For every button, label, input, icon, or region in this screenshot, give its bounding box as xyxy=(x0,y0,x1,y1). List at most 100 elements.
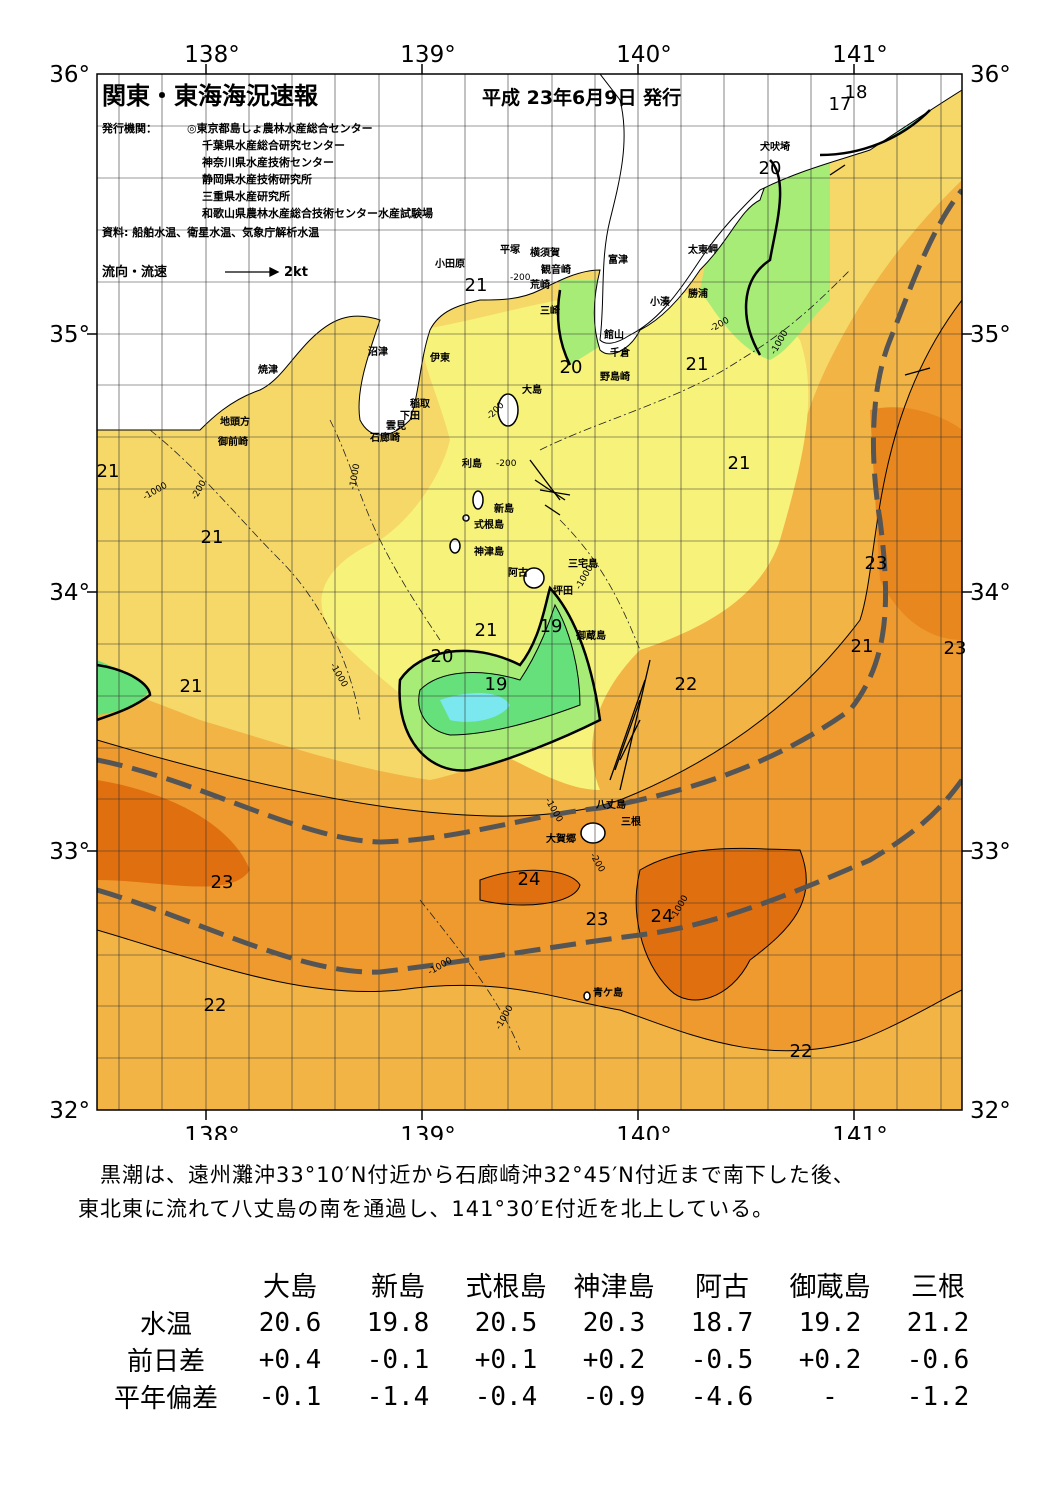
kuroshio-axis xyxy=(97,188,962,975)
table-cell: +0.2 xyxy=(582,1344,646,1375)
issuer-item: 千葉県水産総合研究センター xyxy=(202,138,345,152)
table-row: 水温 20.6 19.8 20.5 20.3 18.7 19.2 21.2 xyxy=(96,1304,992,1341)
column-header: 三根 xyxy=(911,1272,965,1303)
place-label: 小湊 xyxy=(649,295,671,308)
place-label: 御蔵島 xyxy=(575,629,606,642)
sea-24-central-patch xyxy=(480,870,580,905)
place-label: 石廊崎 xyxy=(369,431,400,444)
depth-label: -1000 xyxy=(348,463,362,491)
column-header: 式根島 xyxy=(465,1272,547,1303)
table-cell: -0.9 xyxy=(582,1381,646,1412)
lon-labels-bottom: 138° 139° 140° 141° xyxy=(184,1123,887,1140)
place-label: 横須賀 xyxy=(530,246,560,259)
lon-label: 139° xyxy=(400,1123,455,1140)
lat-label: 33° xyxy=(49,839,90,865)
lon-label: 140° xyxy=(616,1123,671,1140)
isotherm-label: 19 xyxy=(485,674,508,695)
isotherm-label: 20 xyxy=(560,357,583,378)
summary-line: 黒潮は、遠州灘沖33°10′N付近から石廊崎沖32°45′N付近まで南下した後、 xyxy=(100,1163,855,1187)
isotherm-label: 17 xyxy=(829,94,852,115)
table-cell: -0.4 xyxy=(474,1381,538,1412)
depth-label: -200 xyxy=(510,273,531,283)
place-label: 阿古 xyxy=(508,566,528,579)
table-cell: - xyxy=(822,1381,838,1412)
table-row: 平年偏差 -0.1 -1.4 -0.4 -0.9 -4.6 - -1.2 xyxy=(96,1378,992,1415)
place-label: 新島 xyxy=(494,502,514,515)
isotherm-label: 21 xyxy=(465,275,488,296)
table-cell: 20.6 xyxy=(258,1307,322,1338)
lat-label: 34° xyxy=(49,580,90,606)
place-label: 坪田 xyxy=(553,584,573,597)
issuer-item: 三重県水産研究所 xyxy=(202,189,290,203)
lat-labels-left: 36° 35° 34° 33° 32° xyxy=(49,62,90,1124)
temperature-fill xyxy=(97,74,962,1110)
place-label: 荒崎 xyxy=(529,278,550,291)
map-header: 関東・東海海況速報 平成 23年6月9日 発行 発行機関： ◎東京都島しょ農林水… xyxy=(101,82,681,280)
table-header-row: 大島 新島 式根島 神津島 阿古 御蔵島 三根 xyxy=(96,1265,992,1304)
isotherm-value-labels: 18 17 20 21 21 20 21 21 21 21 23 21 23 2… xyxy=(97,82,967,1062)
table-cell: +0.2 xyxy=(798,1344,862,1375)
isotherm-label: 23 xyxy=(944,638,967,659)
isotherm-label: 22 xyxy=(204,995,227,1016)
column-header: 新島 xyxy=(371,1272,425,1303)
table-cell: -0.1 xyxy=(258,1381,322,1412)
legend-label: 流向・流速 xyxy=(102,264,167,280)
place-label: 神津島 xyxy=(474,545,504,558)
sea-20-west-patch xyxy=(97,660,150,715)
isotherm-label: 21 xyxy=(851,636,874,657)
column-header: 御蔵島 xyxy=(789,1272,871,1303)
place-label: 三崎 xyxy=(540,304,560,317)
place-label: 八丈島 xyxy=(595,798,626,811)
isotherm-label: 21 xyxy=(180,676,203,697)
sea-24-west-patch xyxy=(97,780,250,887)
isotherm-lines xyxy=(97,299,962,1052)
shikinejima-island xyxy=(462,514,470,522)
table-cell: 20.5 xyxy=(474,1307,538,1338)
place-label: 地頭方 xyxy=(220,415,250,428)
isotherm-label: 21 xyxy=(475,620,498,641)
summary-line: 東北東に流れて八丈島の南を通過し、141°30′E付近を北上している。 xyxy=(78,1197,775,1221)
issuer-label: 発行機関： xyxy=(101,121,157,135)
place-label: 勝浦 xyxy=(688,287,708,300)
niijima-island xyxy=(472,490,484,510)
isotherm-label: 20 xyxy=(759,158,782,179)
lat-labels-right: 36° 35° 34° 33° 32° xyxy=(970,62,1011,1124)
frame-ticks xyxy=(87,64,972,1120)
depth-label: -200 xyxy=(496,459,517,469)
miyakejima-island xyxy=(523,567,545,589)
isotherm-label: 20 xyxy=(431,646,454,667)
lat-label: 36° xyxy=(970,62,1011,88)
column-header: 神津島 xyxy=(573,1272,655,1303)
aogashima-island xyxy=(583,991,591,1001)
place-label: 焼津 xyxy=(258,363,278,376)
sea-temperature-map: 138° 139° 140° 141° 138° 139° 140° 141° … xyxy=(49,42,1011,1140)
place-names: 犬吠埼 太東岬 勝浦 小湊 富津 館山 千倉 野島崎 横須賀 観音崎 荒崎 三崎… xyxy=(217,140,790,999)
isotherm-label: 18 xyxy=(845,82,868,103)
lat-label: 32° xyxy=(49,1098,90,1124)
row-header: 平年偏差 xyxy=(113,1384,218,1414)
table-cell: -0.6 xyxy=(906,1344,970,1375)
place-label: 三根 xyxy=(621,815,641,828)
place-label: 小田原 xyxy=(434,257,465,270)
table-cell: 19.8 xyxy=(366,1307,430,1338)
issuer-item: 和歌山県農林水産総合技術センター水産試験場 xyxy=(202,206,433,220)
table-cell: -0.5 xyxy=(690,1344,754,1375)
issuer-item: 神奈川県水産技術センター xyxy=(202,155,334,169)
place-label: 富津 xyxy=(608,253,628,266)
place-label: 青ケ島 xyxy=(593,986,623,999)
isotherm-label: 23 xyxy=(865,553,888,574)
table-cell: +0.4 xyxy=(258,1344,322,1375)
row-header: 水温 xyxy=(139,1310,192,1340)
sea-23-east-patch xyxy=(870,407,962,640)
place-label: 太東岬 xyxy=(687,243,718,256)
place-label: 館山 xyxy=(603,328,624,341)
table-cell: +0.1 xyxy=(474,1344,538,1375)
place-label: 三宅島 xyxy=(568,557,598,570)
place-label: 雲見 xyxy=(386,420,406,432)
isotherm-label: 22 xyxy=(675,674,698,695)
isotherm-label: 24 xyxy=(518,869,541,890)
row-header: 前日差 xyxy=(126,1347,205,1377)
table-cell: -1.4 xyxy=(366,1381,430,1412)
issue-date: 平成 23年6月9日 発行 xyxy=(482,86,681,109)
isotherm-label: 23 xyxy=(211,872,234,893)
